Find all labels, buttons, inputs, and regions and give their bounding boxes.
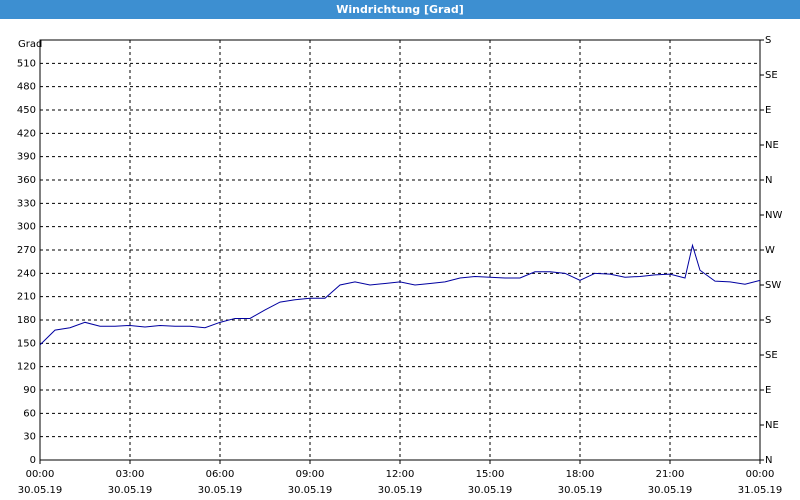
x-tick-label: 03:00 xyxy=(116,469,145,480)
x-tick-label: 30.05.19 xyxy=(18,485,63,496)
y-tick-label: 0 xyxy=(30,455,36,466)
y2-tick-label: SW xyxy=(765,280,781,291)
x-tick-label: 30.05.19 xyxy=(648,485,693,496)
y-tick-label: 450 xyxy=(17,105,36,116)
y2-tick-label: NE xyxy=(765,420,779,431)
y-tick-label: 90 xyxy=(23,385,36,396)
y-tick-label: 420 xyxy=(17,128,36,139)
y2-tick-label: S xyxy=(765,315,771,326)
plot-frame xyxy=(39,39,761,461)
y2-tick-label: S xyxy=(765,35,771,46)
y2-tick-label: N xyxy=(765,175,772,186)
x-tick-label: 31.05.19 xyxy=(738,485,783,496)
y-tick-label: 150 xyxy=(17,338,36,349)
x-tick-label: 00:00 xyxy=(746,469,775,480)
x-tick-label: 30.05.19 xyxy=(468,485,513,496)
x-tick-label: 30.05.19 xyxy=(288,485,333,496)
y-tick-label: 240 xyxy=(17,268,36,279)
y2-tick-label: SE xyxy=(765,70,778,81)
y-tick-label: 360 xyxy=(17,175,36,186)
y-tick-label: 210 xyxy=(17,292,36,303)
y2-tick-label: NW xyxy=(765,210,782,221)
y-tick-label: 300 xyxy=(17,222,36,233)
y-tick-label: 510 xyxy=(17,58,36,69)
y-tick-label: 480 xyxy=(17,82,36,93)
y2-tick-label: W xyxy=(765,245,775,256)
y-tick-label: 180 xyxy=(17,315,36,326)
x-tick-label: 30.05.19 xyxy=(558,485,603,496)
y-axis-label: Grad xyxy=(18,39,42,50)
x-tick-label: 18:00 xyxy=(566,469,595,480)
x-tick-label: 06:00 xyxy=(206,469,235,480)
title-bar: Windrichtung [Grad] xyxy=(0,0,800,19)
x-tick-label: 12:00 xyxy=(386,469,415,480)
y-tick-label: 60 xyxy=(23,408,36,419)
y2-tick-label: NE xyxy=(765,140,779,151)
x-tick-label: 30.05.19 xyxy=(108,485,153,496)
y-tick-label: 270 xyxy=(17,245,36,256)
y-tick-label: 330 xyxy=(17,198,36,209)
y-tick-label: 120 xyxy=(17,362,36,373)
x-tick-label: 15:00 xyxy=(476,469,505,480)
y2-tick-label: E xyxy=(765,385,771,396)
y2-tick-label: SE xyxy=(765,350,778,361)
y2-tick-label: N xyxy=(765,455,772,466)
x-tick-label: 30.05.19 xyxy=(378,485,423,496)
y-tick-label: 390 xyxy=(17,152,36,163)
y2-tick-label: E xyxy=(765,105,771,116)
y-tick-label: 30 xyxy=(23,432,36,443)
x-tick-label: 21:00 xyxy=(656,469,685,480)
x-tick-label: 30.05.19 xyxy=(198,485,243,496)
x-tick-label: 09:00 xyxy=(296,469,325,480)
x-tick-label: 00:00 xyxy=(26,469,55,480)
data-line xyxy=(39,243,761,346)
